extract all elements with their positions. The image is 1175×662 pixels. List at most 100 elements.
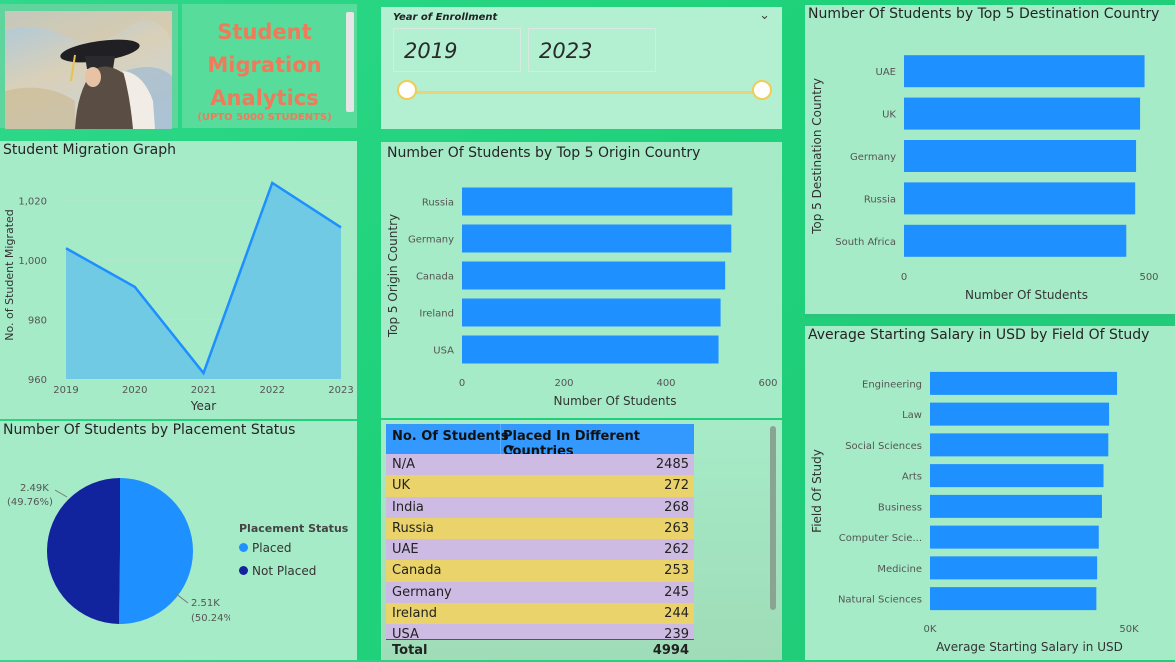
dashboard-title: Student Migration Analytics: [182, 16, 347, 115]
title-scrollbar[interactable]: [346, 12, 354, 112]
destination-chart-panel: Number Of Students by Top 5 Destination …: [805, 5, 1175, 315]
bar-russia: [904, 182, 1135, 214]
table-header: No. Of Students Placed In Different Coun…: [386, 424, 694, 454]
slice-value-label: 2.49K: [20, 483, 49, 494]
category-label: Germany: [850, 152, 896, 163]
category-label: Engineering: [862, 379, 922, 390]
pie-slice-placed: [119, 478, 193, 624]
row-count: 272: [664, 475, 689, 496]
slice-value-label: 2.51K: [191, 598, 220, 609]
category-label: Canada: [416, 272, 454, 283]
bar-germany: [462, 225, 731, 253]
category-label: Computer Scie...: [839, 533, 922, 544]
table-scrollbar[interactable]: [770, 426, 776, 610]
category-label: UAE: [876, 67, 896, 78]
category-label: Ireland: [419, 309, 454, 320]
slider-handle-end[interactable]: [752, 80, 772, 100]
table-row[interactable]: N/A 2485: [386, 454, 694, 475]
legend-item-not-placed[interactable]: Not Placed: [239, 564, 316, 578]
row-count: 239: [664, 624, 689, 639]
category-label: Business: [878, 502, 922, 513]
bar-law: [930, 403, 1109, 426]
category-label: Law: [902, 410, 922, 421]
column-divider: [500, 424, 501, 454]
row-count: 268: [664, 497, 689, 518]
row-count: 263: [664, 518, 689, 539]
x-axis-title: Average Starting Salary in USD: [936, 640, 1123, 654]
placement-table-panel: No. Of Students Placed In Different Coun…: [381, 420, 782, 660]
placement-pie-panel: Number Of Students by Placement Status 2…: [0, 421, 357, 660]
category-label: UK: [882, 110, 896, 121]
placed-dot-icon: [239, 543, 248, 552]
placement-pie-chart: 2.51K (50.24%) 2.49K (49.76%): [0, 421, 230, 660]
not-placed-dot-icon: [239, 566, 248, 575]
x-tick-label: 2022: [260, 385, 285, 396]
origin-chart-panel: Number Of Students by Top 5 Origin Count…: [381, 142, 782, 418]
y-axis-title: Top 5 Origin Country: [386, 214, 400, 338]
graduate-photo: [5, 11, 172, 129]
total-label: Total: [392, 640, 428, 662]
x-tick-label: 2020: [122, 385, 147, 396]
slider-handle-start[interactable]: [397, 80, 417, 100]
x-axis-title: Number Of Students: [965, 288, 1088, 302]
slice-percent-label: (49.76%): [7, 497, 53, 508]
x-tick-label: 400: [656, 378, 675, 389]
sort-desc-icon[interactable]: ▼: [508, 444, 514, 453]
row-country: India: [392, 497, 424, 518]
x-tick-label: 0: [901, 272, 907, 283]
panel-divider: [805, 314, 1175, 318]
year-from-input[interactable]: 2019: [393, 28, 521, 72]
x-tick-label: 2021: [191, 385, 216, 396]
x-axis-title: Year: [190, 399, 216, 413]
year-to-input[interactable]: 2023: [528, 28, 656, 72]
bar-south-africa: [904, 225, 1126, 257]
legend-label-not-placed: Not Placed: [252, 564, 316, 578]
row-country: Canada: [392, 560, 441, 581]
category-label: Social Sciences: [845, 441, 922, 452]
legend-item-placed[interactable]: Placed: [239, 541, 292, 555]
category-label: Russia: [422, 198, 454, 209]
row-country: Ireland: [392, 603, 437, 624]
category-label: Russia: [864, 194, 896, 205]
bar-medicine: [930, 556, 1097, 579]
bar-business: [930, 495, 1102, 518]
row-country: N/A: [392, 454, 415, 475]
y-tick-label: 980: [28, 316, 47, 327]
bar-ireland: [462, 299, 721, 327]
bar-computer-scie-: [930, 526, 1099, 549]
chevron-down-icon[interactable]: ⌄: [759, 8, 770, 23]
table-row[interactable]: India 268: [386, 497, 694, 518]
row-count: 2485: [656, 454, 689, 475]
column-header-students[interactable]: No. Of Students: [392, 429, 509, 444]
title-line-1: Student: [182, 16, 347, 49]
y-axis-title: No. of Student Migrated: [3, 209, 16, 341]
bar-arts: [930, 464, 1104, 487]
year-range-slider[interactable]: [409, 91, 762, 94]
category-label: South Africa: [835, 237, 896, 248]
bar-canada: [462, 262, 725, 290]
hero-image-panel: [0, 4, 178, 128]
y-tick-label: 1,000: [18, 256, 47, 267]
row-country: UAE: [392, 539, 419, 560]
y-tick-label: 1,020: [18, 197, 47, 208]
slice-percent-label: (50.24%): [191, 613, 230, 624]
category-label: USA: [433, 346, 454, 357]
bar-social-sciences: [930, 433, 1108, 456]
legend-label-placed: Placed: [252, 541, 292, 555]
bar-natural-sciences: [930, 587, 1096, 610]
table-total-row: Total 4994: [386, 639, 694, 661]
pie-slice-not-placed: [47, 478, 120, 624]
bar-germany: [904, 140, 1136, 172]
